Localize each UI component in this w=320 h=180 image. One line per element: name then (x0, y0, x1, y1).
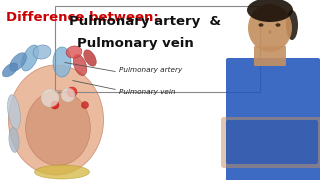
Circle shape (51, 101, 59, 109)
Ellipse shape (247, 0, 293, 22)
Ellipse shape (8, 95, 20, 129)
Ellipse shape (53, 47, 71, 77)
Text: Difference between:: Difference between: (6, 11, 159, 24)
Circle shape (82, 102, 89, 109)
Ellipse shape (21, 45, 39, 71)
Text: Pulmonary artery  &: Pulmonary artery & (69, 15, 221, 28)
Ellipse shape (66, 46, 82, 58)
Text: Pulmonary vein: Pulmonary vein (76, 37, 193, 50)
Ellipse shape (2, 63, 18, 77)
Ellipse shape (35, 165, 90, 179)
Ellipse shape (61, 88, 75, 102)
Ellipse shape (268, 30, 271, 34)
Circle shape (67, 87, 77, 97)
Text: Pulmonary vein: Pulmonary vein (119, 89, 175, 95)
Ellipse shape (286, 10, 298, 40)
Ellipse shape (248, 4, 292, 52)
Ellipse shape (41, 89, 59, 107)
Ellipse shape (26, 91, 91, 165)
Ellipse shape (10, 53, 27, 71)
FancyBboxPatch shape (221, 117, 320, 168)
FancyBboxPatch shape (254, 46, 286, 66)
Ellipse shape (33, 45, 51, 59)
Ellipse shape (9, 65, 103, 175)
Ellipse shape (9, 128, 19, 152)
Ellipse shape (84, 50, 96, 66)
Bar (55, 6, 260, 92)
FancyBboxPatch shape (226, 120, 318, 164)
Ellipse shape (259, 23, 263, 27)
Ellipse shape (73, 55, 87, 76)
FancyBboxPatch shape (226, 58, 320, 180)
Text: Pulmonary artery: Pulmonary artery (119, 67, 182, 73)
Ellipse shape (276, 23, 281, 27)
